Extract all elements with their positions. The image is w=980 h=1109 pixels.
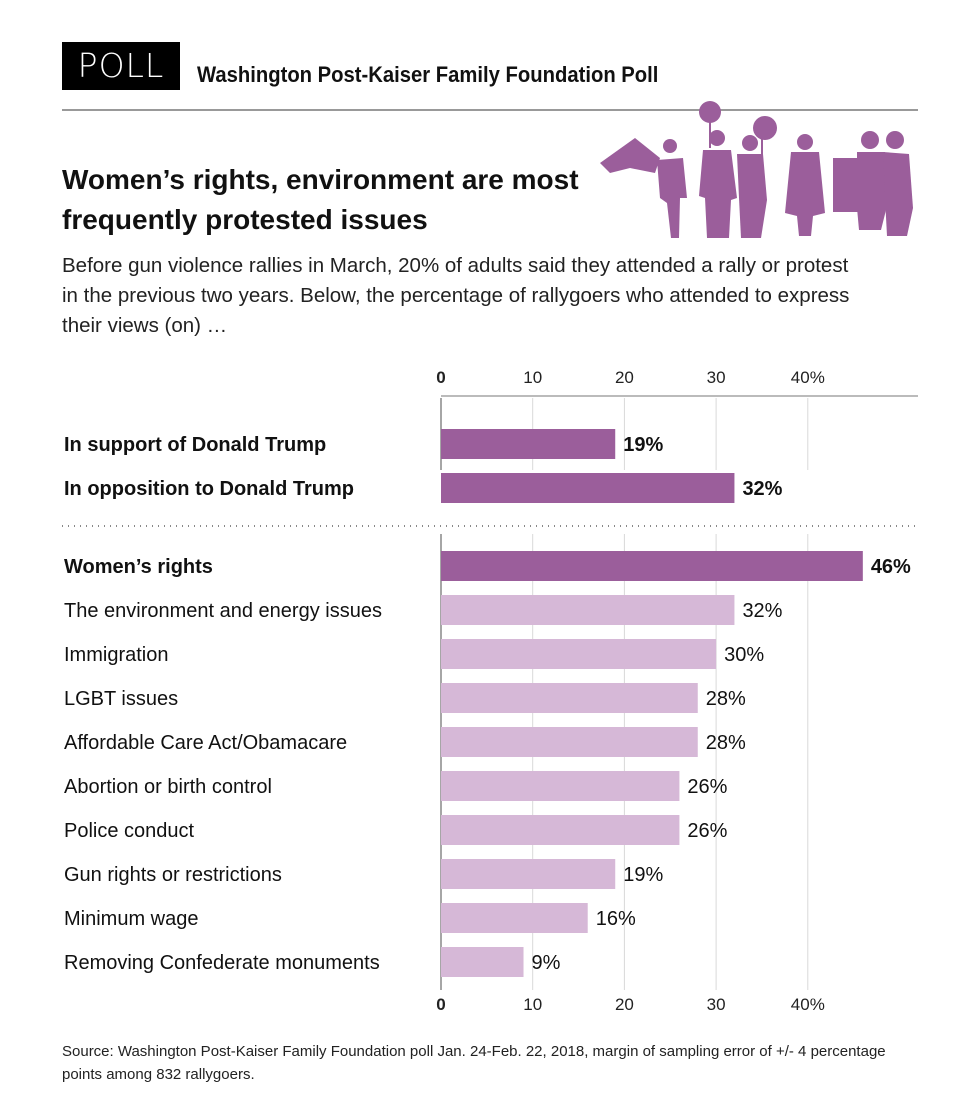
category-label: LGBT issues — [64, 688, 178, 710]
bar — [441, 639, 717, 669]
data-label: 28% — [706, 732, 746, 754]
category-label: In opposition to Donald Trump — [64, 478, 354, 500]
bar — [441, 859, 616, 889]
bar-chart: 0 0 10 10 20 20 30 30 40% 40% In support of Donald… — [62, 368, 918, 1014]
top-tick-label: 20 — [615, 368, 634, 387]
bottom-tick-label: 0 — [436, 995, 445, 1014]
bar — [441, 903, 588, 933]
bar — [441, 473, 735, 503]
bar — [441, 947, 524, 977]
header-divider — [62, 109, 918, 111]
category-label: Gun rights or restrictions — [64, 864, 282, 886]
category-label: Affordable Care Act/Obamacare — [64, 732, 347, 754]
data-label: 28% — [706, 688, 746, 710]
bottom-tick-label: 30 — [707, 995, 726, 1014]
category-label: Women’s rights — [64, 556, 213, 578]
category-label: Minimum wage — [64, 908, 198, 930]
data-label: 26% — [687, 820, 727, 842]
bar — [441, 429, 616, 459]
data-label: 19% — [623, 434, 663, 456]
bar — [441, 771, 680, 801]
chart-subtitle: Before gun violence rallies in March, 20… — [62, 254, 850, 337]
bottom-tick-label: 10 — [523, 995, 542, 1014]
header-title: Washington Post-Kaiser Family Foundation… — [197, 62, 659, 87]
data-label: 19% — [623, 864, 663, 886]
chart-title: Women’s rights, environment are most fre… — [62, 164, 579, 235]
data-label: 9% — [532, 952, 561, 974]
data-label: 16% — [596, 908, 636, 930]
bar — [441, 683, 698, 713]
bar — [441, 727, 698, 757]
category-label: Police conduct — [64, 820, 195, 842]
bar — [441, 595, 735, 625]
data-label: 32% — [742, 478, 782, 500]
bar — [441, 551, 863, 581]
bottom-tick-label: 40% — [791, 995, 825, 1014]
top-tick-label: 30 — [707, 368, 726, 387]
data-label: 46% — [871, 556, 911, 578]
top-tick-label: 0 — [436, 368, 445, 387]
bar — [441, 815, 680, 845]
category-label: The environment and energy issues — [64, 600, 382, 622]
category-label: In support of Donald Trump — [64, 434, 326, 456]
bottom-tick-label: 20 — [615, 995, 634, 1014]
data-label: 26% — [687, 776, 727, 798]
category-label: Immigration — [64, 644, 168, 666]
protesters-silhouette-icon — [600, 101, 913, 238]
source-note: Source: Washington Post-Kaiser Family Fo… — [62, 1043, 886, 1083]
top-tick-label: 40% — [791, 368, 825, 387]
poll-badge: POLL — [62, 42, 180, 90]
data-label: 30% — [724, 644, 764, 666]
category-label: Removing Confederate monuments — [64, 952, 380, 974]
category-label: Abortion or birth control — [64, 776, 272, 798]
data-label: 32% — [742, 600, 782, 622]
top-tick-label: 10 — [523, 368, 542, 387]
